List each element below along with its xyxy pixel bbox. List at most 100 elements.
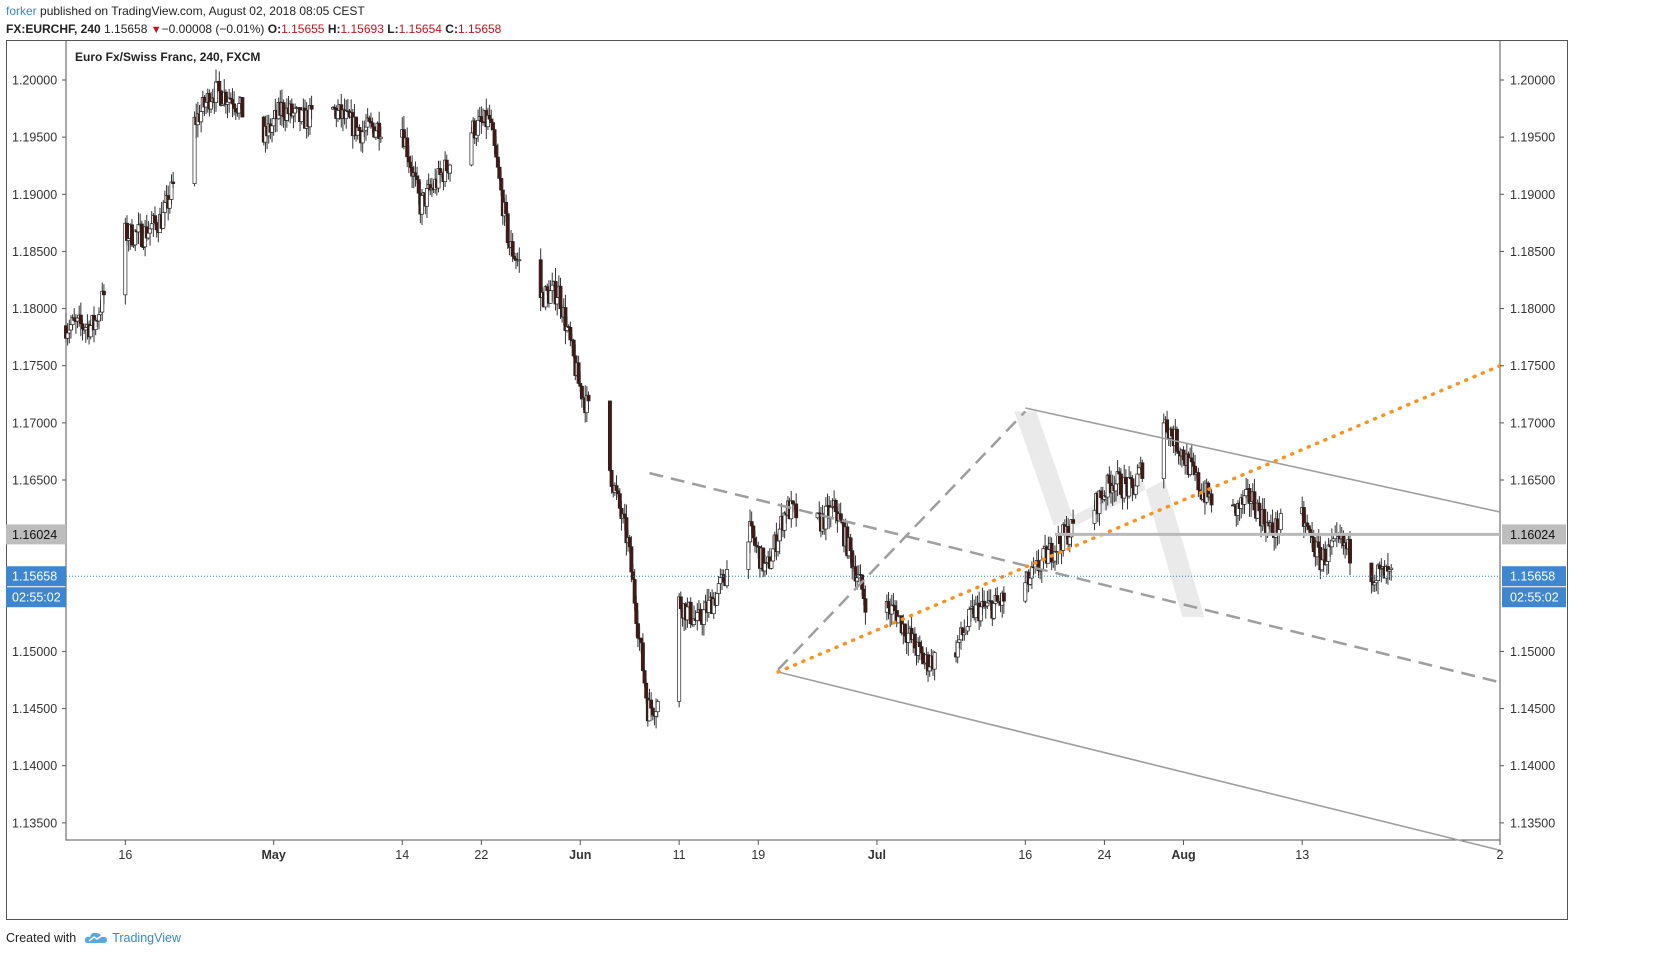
y-tick-label-left: 1.17500 [12,359,57,373]
candle-body [1140,462,1145,479]
channel-lower-line [777,671,1501,852]
candle-body [1242,495,1247,505]
candle-body [771,548,776,562]
open-label: O: [267,22,282,36]
candle-body [133,230,138,246]
candle-body [444,159,449,172]
last-price: 1.15658 [104,22,148,36]
x-tick-label: 2 [1497,848,1504,862]
candle-body [555,297,560,305]
candle-body [751,525,756,539]
right-price-badge-text: 1.15658 [1510,570,1555,584]
candle-body [75,317,80,322]
candle-body [701,609,706,625]
candle-body [1181,449,1186,461]
candle-body [642,670,647,684]
candle [655,699,660,718]
candle-body [1165,419,1169,433]
candle-body [995,595,1000,602]
candle-body [494,145,499,158]
candle [607,400,612,473]
candle-body [967,608,972,627]
candle-body [413,172,418,177]
candle [139,220,144,248]
candle-body [78,314,83,325]
candle [1140,459,1145,482]
candle-body [1118,473,1123,495]
candle-body [640,642,645,671]
low-label: L: [387,22,399,36]
candle-body [607,400,612,471]
chart-area[interactable]: 1.20000 1.20000 1.19500 1.19500 1.19000 1.190… [6,40,1568,920]
candle-body [636,623,640,639]
x-tick-label: 16 [118,848,132,862]
candle-body [777,528,782,542]
candle-body [1170,428,1174,437]
created-with-label: Created with [6,931,77,945]
candle-body [753,537,757,546]
candle-body [782,512,787,531]
symbol-label[interactable]: FX:EURCHF, 240 [6,22,101,36]
candle-body [850,550,855,569]
close-label: C: [445,22,458,36]
candle-body [1311,537,1316,553]
candle-body [415,175,420,180]
candle-body [416,179,421,194]
candle-body [769,560,774,569]
chart-frame [6,40,1568,920]
y-tick-label-left: 1.19000 [12,188,57,202]
price-chart[interactable]: 1.20000 1.20000 1.19500 1.19500 1.19000 1.190… [6,40,1568,920]
candle-body [678,596,683,609]
left-price-badge [6,566,66,587]
axes: 1.20000 1.20000 1.19500 1.19500 1.19000 1.190… [6,74,1566,862]
candle-body [237,103,242,114]
x-tick-label: 24 [1097,848,1111,862]
candle-body [893,605,898,611]
candle-body [927,666,932,672]
left-countdown-badge [6,587,66,608]
right-price-badge [1502,566,1566,587]
candle-body [67,329,72,334]
candle-body [1067,536,1072,545]
candle-body [1029,566,1034,579]
change-value: −0.00008 (−0.01%) [161,22,265,36]
candle-body [1308,529,1313,534]
tradingview-link[interactable]: TradingView [112,931,181,945]
candle [725,560,729,589]
candle-body [1278,513,1283,530]
candle-body [497,166,502,179]
open-value: 1.15655 [281,22,325,36]
candle-body [1114,483,1118,492]
candle [932,651,937,681]
candle-body [492,129,497,146]
y-tick-label-left: 1.18500 [12,245,57,259]
x-tick-label: Aug [1171,848,1195,862]
candle-body [762,562,767,572]
candle-body [136,224,141,233]
candle-body [912,633,917,649]
author-link[interactable]: forker [6,4,37,18]
candle-body [504,201,509,215]
y-tick-label-right: 1.18500 [1510,245,1555,259]
candle-body [148,228,153,234]
candle-body [794,503,799,519]
candle-body [921,652,926,665]
dashed-ascending-trendline [777,410,1027,671]
candle-body [1130,478,1135,489]
candle-body [377,122,382,140]
candle-body [1306,525,1311,530]
candle-body [232,103,237,109]
candle-body [982,600,987,607]
candle-body [83,327,88,331]
candle-body [1123,477,1128,485]
candle-body [1023,582,1028,602]
candle-body [721,574,726,583]
candle-body [1369,562,1374,583]
candle-body [749,521,754,527]
candle-body [1001,592,1006,602]
candle-body [370,122,375,128]
close-value: 1.15658 [457,22,502,36]
candle [1161,413,1166,489]
left-level-badge [6,524,66,545]
right-level-badge [1502,524,1566,545]
